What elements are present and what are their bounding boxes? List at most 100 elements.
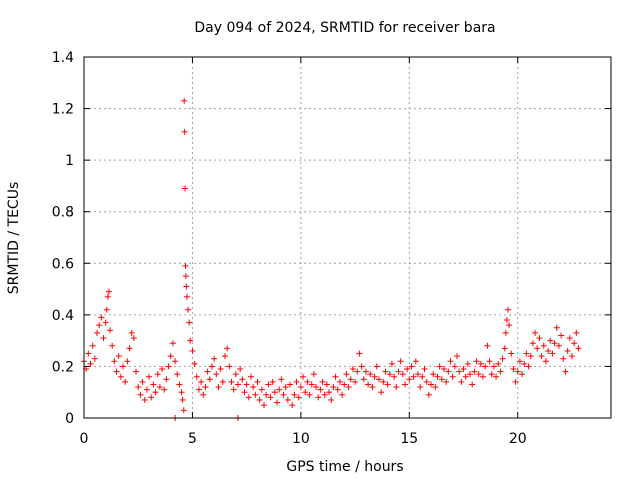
- data-point: [154, 371, 161, 378]
- data-point: [295, 394, 302, 401]
- axis-ticks: 0 0.2 0.4 0.6 0.8 1 1.2 1.4 0 5 10 15 20: [52, 50, 611, 447]
- data-point: [215, 384, 222, 391]
- data-point: [441, 366, 448, 373]
- data-point: [87, 360, 94, 367]
- data-point: [195, 386, 202, 393]
- data-point: [484, 342, 491, 349]
- data-point: [551, 340, 558, 347]
- data-point: [280, 391, 287, 398]
- data-point: [98, 314, 105, 321]
- data-point: [406, 376, 413, 383]
- data-point: [293, 378, 300, 385]
- data-point: [408, 363, 415, 370]
- data-point: [124, 358, 131, 365]
- data-point: [252, 391, 259, 398]
- data-point: [85, 350, 92, 357]
- data-point: [230, 386, 237, 393]
- x-tick-label: 15: [400, 431, 418, 447]
- y-tick-label: 0: [65, 411, 74, 427]
- data-point: [341, 381, 348, 388]
- data-point: [180, 407, 187, 414]
- data-point: [169, 340, 176, 347]
- data-point: [161, 386, 168, 393]
- data-point: [490, 363, 497, 370]
- data-point: [182, 185, 189, 192]
- data-point: [269, 378, 276, 385]
- data-point: [189, 347, 196, 354]
- data-point: [404, 366, 411, 373]
- data-point: [365, 381, 372, 388]
- data-point: [328, 396, 335, 403]
- y-tick-label: 1: [65, 153, 74, 169]
- data-point: [302, 389, 309, 396]
- data-point: [263, 391, 270, 398]
- data-point: [237, 366, 244, 373]
- data-point: [427, 381, 434, 388]
- data-point: [371, 373, 378, 380]
- data-point: [508, 350, 515, 357]
- data-point: [128, 329, 135, 336]
- data-point: [334, 386, 341, 393]
- data-point: [521, 360, 528, 367]
- data-point: [276, 386, 283, 393]
- data-point: [542, 358, 549, 365]
- data-point: [326, 389, 333, 396]
- data-point: [211, 355, 218, 362]
- data-point: [228, 378, 235, 385]
- data-point: [369, 384, 376, 391]
- data-point: [451, 363, 458, 370]
- data-point: [493, 373, 500, 380]
- data-point: [519, 371, 526, 378]
- data-point: [506, 322, 513, 329]
- data-point: [382, 368, 389, 375]
- data-point: [330, 384, 337, 391]
- data-point: [185, 306, 192, 313]
- data-point: [96, 322, 103, 329]
- data-point: [321, 391, 328, 398]
- data-point: [254, 378, 261, 385]
- data-point: [523, 350, 530, 357]
- data-point: [159, 366, 166, 373]
- data-point: [538, 353, 545, 360]
- data-point: [107, 327, 114, 334]
- data-point: [200, 391, 207, 398]
- data-point: [388, 360, 395, 367]
- data-point: [436, 363, 443, 370]
- data-point: [310, 371, 317, 378]
- data-point: [146, 373, 153, 380]
- data-point: [373, 363, 380, 370]
- data-point: [232, 371, 239, 378]
- data-point: [278, 376, 285, 383]
- x-tick-label: 5: [188, 431, 197, 447]
- data-point: [172, 358, 179, 365]
- data-point: [349, 366, 356, 373]
- data-point: [141, 396, 148, 403]
- data-point: [549, 350, 556, 357]
- data-point: [462, 373, 469, 380]
- data-point: [391, 373, 398, 380]
- data-point: [571, 340, 578, 347]
- data-point: [534, 345, 541, 352]
- data-point: [547, 337, 554, 344]
- data-point: [152, 389, 159, 396]
- data-point: [514, 368, 521, 375]
- data-point: [213, 371, 220, 378]
- data-point: [250, 384, 257, 391]
- data-point: [282, 384, 289, 391]
- data-point: [499, 355, 506, 362]
- data-point: [300, 373, 307, 380]
- data-point: [179, 396, 186, 403]
- data-point: [375, 376, 382, 383]
- data-point: [423, 378, 430, 385]
- data-point: [495, 360, 502, 367]
- data-point: [421, 366, 428, 373]
- data-point: [224, 345, 231, 352]
- data-point: [137, 391, 144, 398]
- data-point: [221, 353, 228, 360]
- y-axis-label: SRMTID / TECUs: [6, 182, 22, 295]
- data-point: [126, 345, 133, 352]
- data-point: [148, 394, 155, 401]
- data-point: [104, 293, 111, 300]
- data-point: [497, 368, 504, 375]
